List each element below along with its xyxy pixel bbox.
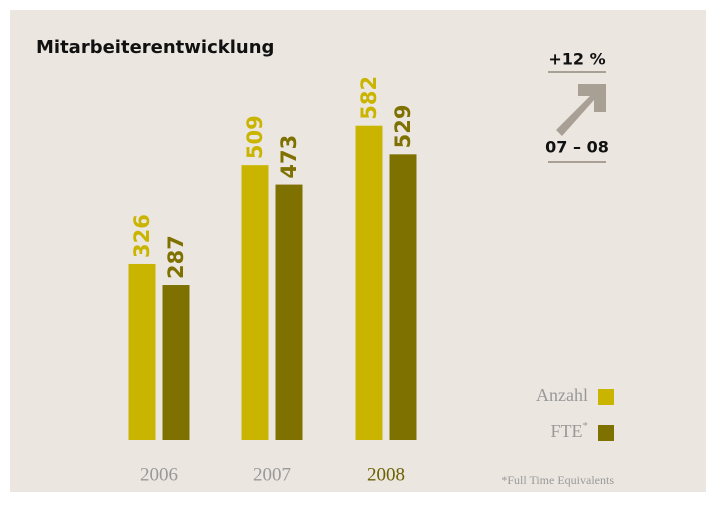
- footnote-marker: *: [583, 420, 589, 432]
- bar: [128, 263, 156, 440]
- legend-label: FTE*: [550, 420, 588, 442]
- bar: [389, 154, 417, 440]
- value-label: 529: [391, 104, 415, 148]
- legend-swatch: [598, 425, 614, 441]
- value-label: 509: [243, 115, 267, 159]
- legend-swatch: [598, 389, 614, 405]
- bar: [355, 125, 383, 440]
- arrow-icon: [556, 84, 606, 136]
- bar: [241, 165, 269, 440]
- value-label: 582: [357, 76, 381, 120]
- value-label: 287: [164, 235, 188, 279]
- legend-name: FTE: [550, 421, 582, 441]
- legend-name: Anzahl: [536, 385, 588, 405]
- bar: [162, 285, 190, 440]
- value-label: 473: [277, 135, 301, 179]
- x-tick-label: 2006: [140, 464, 178, 485]
- value-label: 326: [130, 214, 154, 258]
- x-tick-label: 2008: [367, 464, 405, 485]
- change-badge: +12 % 07 – 08: [545, 50, 609, 163]
- x-tick-label: 2007: [253, 464, 291, 485]
- footnote: *Full Time Equivalents: [501, 473, 614, 487]
- legend-label: Anzahl: [536, 385, 588, 405]
- change-label: +12 %: [548, 50, 605, 69]
- chart-title: Mitarbeiterentwicklung: [36, 37, 274, 58]
- period-label: 07 – 08: [545, 138, 609, 157]
- bar: [275, 184, 303, 440]
